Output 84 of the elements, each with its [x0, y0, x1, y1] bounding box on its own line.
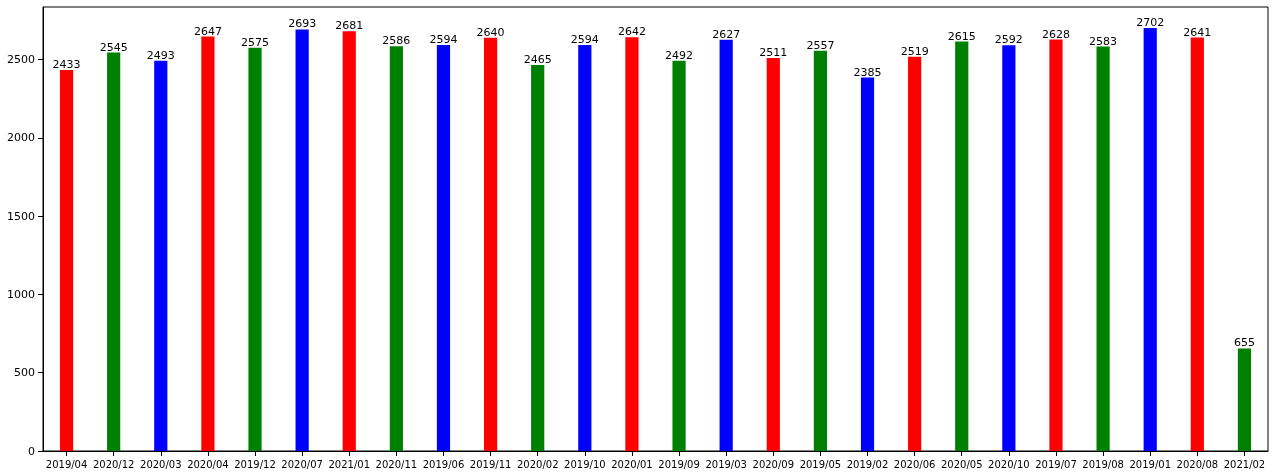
x-tick-label: 2020/07 [281, 458, 323, 470]
bar [908, 56, 922, 451]
bar [154, 60, 168, 451]
data-label: 2642 [617, 25, 646, 39]
data-label: 2681 [335, 19, 364, 33]
x-tick-label: 2019/06 [422, 458, 465, 470]
data-label: 2433 [52, 58, 81, 72]
x-tick-label: 2019/05 [799, 458, 842, 470]
y-tick-label: 2500 [7, 53, 35, 67]
data-label: 2627 [712, 27, 741, 41]
y-tick-label: 1000 [7, 287, 35, 301]
data-label: 2647 [193, 24, 222, 38]
data-label: 2465 [523, 53, 552, 67]
data-label: 2385 [853, 65, 882, 79]
data-label: 2702 [1136, 15, 1165, 29]
bar [672, 60, 686, 451]
bar [295, 29, 309, 451]
data-label: 2586 [382, 34, 411, 48]
y-tick-label: 500 [14, 366, 35, 380]
y-tick-label: 1500 [7, 209, 35, 223]
x-tick-label: 2020/02 [516, 458, 559, 470]
bar [766, 57, 780, 451]
bar [1190, 37, 1204, 451]
bar [578, 44, 592, 451]
x-tick-label: 2020/01 [611, 458, 653, 470]
x-tick-label: 2020/09 [752, 458, 795, 470]
bar [955, 41, 969, 451]
bar [1049, 39, 1063, 451]
bar [813, 50, 827, 451]
x-tick-label: 2019/09 [658, 458, 700, 470]
data-label: 2592 [994, 33, 1023, 47]
bar [625, 37, 639, 451]
x-tick-label: 2021/01 [328, 458, 371, 470]
bar [1237, 348, 1252, 451]
bar [531, 65, 545, 451]
x-tick-label: 2019/07 [1035, 458, 1077, 470]
data-label: 2511 [759, 45, 788, 59]
data-label: 2594 [570, 32, 599, 46]
bar [248, 47, 262, 451]
x-tick-label: 2019/04 [45, 458, 88, 470]
x-tick-label: 2020/10 [988, 458, 1030, 470]
x-tick-label: 2019/11 [469, 458, 512, 470]
data-label: 2545 [99, 40, 128, 54]
data-label: 2519 [900, 44, 929, 58]
x-tick-label: 2020/04 [187, 458, 229, 470]
data-label: 655 [1233, 336, 1255, 350]
data-label: 2575 [241, 35, 270, 49]
x-tick-label: 2019/10 [564, 458, 606, 470]
bar [1096, 46, 1110, 451]
data-label: 2594 [429, 32, 458, 46]
bar [1002, 45, 1016, 451]
bar [1143, 27, 1157, 451]
data-label: 2492 [665, 48, 694, 62]
x-tick-label: 2019/03 [705, 458, 747, 470]
y-tick-label: 0 [28, 444, 35, 458]
bar [389, 46, 403, 451]
x-tick-label: 2020/12 [92, 458, 135, 470]
bar [436, 44, 451, 451]
bar [860, 77, 875, 451]
x-tick-label: 2019/08 [1082, 458, 1124, 470]
x-tick-label: 2020/05 [940, 458, 983, 470]
bar [59, 70, 74, 451]
data-label: 2615 [947, 29, 976, 43]
x-tick-label: 2019/12 [234, 458, 276, 470]
bar [719, 39, 733, 451]
bar [342, 31, 356, 451]
y-tick-label: 2000 [7, 131, 35, 145]
bar [201, 36, 215, 451]
data-label: 2628 [1041, 27, 1070, 41]
x-tick-label: 2021/02 [1223, 458, 1266, 470]
bar [107, 52, 121, 451]
x-tick-label: 2019/02 [846, 458, 889, 470]
data-label: 2493 [146, 48, 175, 62]
x-tick-label: 2020/08 [1176, 458, 1219, 470]
x-tick-label: 2020/06 [893, 458, 936, 470]
data-label: 2693 [288, 17, 317, 31]
x-tick-label: 2019/01 [1129, 458, 1171, 470]
x-tick-label: 2020/11 [375, 458, 418, 470]
data-label: 2583 [1089, 34, 1118, 48]
data-label: 2557 [806, 38, 835, 52]
data-label: 2640 [476, 25, 505, 39]
x-tick-label: 2020/03 [140, 458, 182, 470]
bar [484, 37, 498, 451]
data-label: 2641 [1183, 25, 1212, 39]
